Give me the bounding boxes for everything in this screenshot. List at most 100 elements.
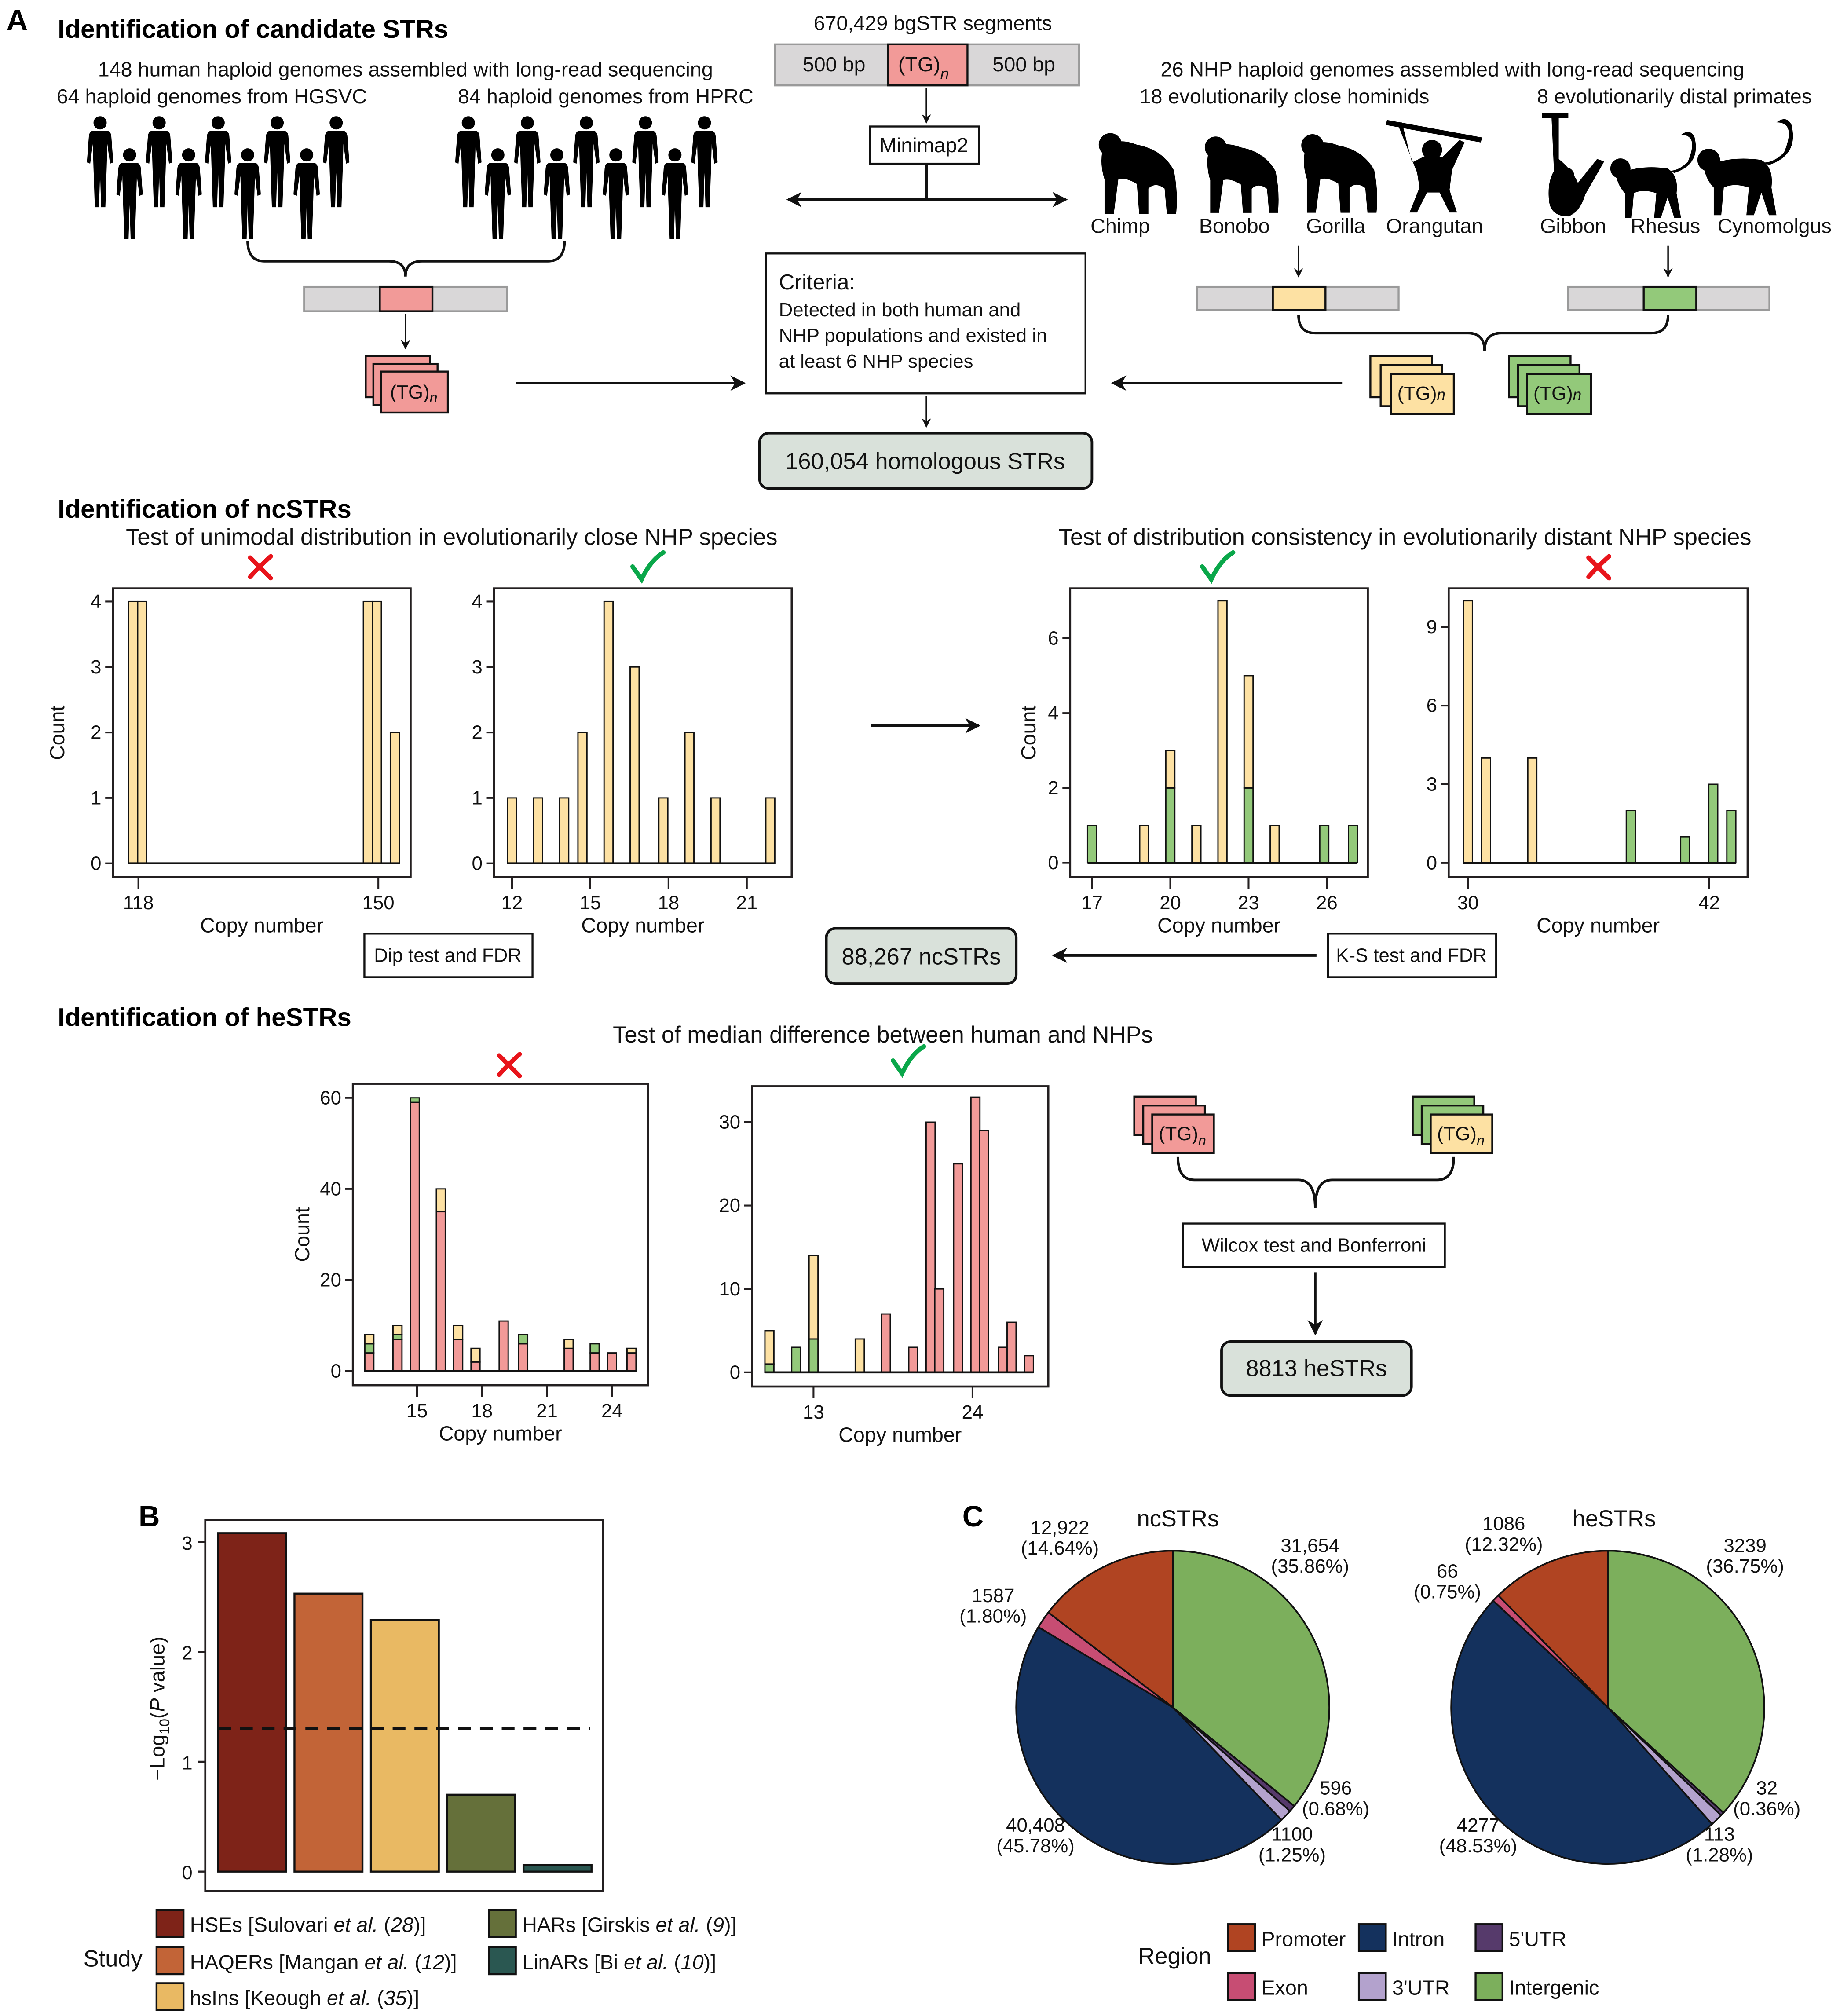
criteria-line: at least 6 NHP species <box>779 351 973 372</box>
legend-label: hsIns [Keough et al. (35)] <box>190 1987 419 2009</box>
distal-str-cards: (TG)n <box>1508 355 1592 415</box>
bar-close <box>470 1347 481 1363</box>
bar-close <box>1463 600 1473 864</box>
check-icon <box>891 1044 926 1078</box>
close-str-box <box>1272 285 1327 311</box>
x-tick-label: 12 <box>501 892 523 914</box>
bar-close <box>765 797 776 864</box>
legend-swatch <box>488 1946 517 1976</box>
human-silhouette-icon <box>87 116 113 208</box>
bar-human <box>998 1346 1008 1373</box>
histogram-h3: 0 2 4 6 17 20 23 26 Copy number Count <box>1017 587 1369 937</box>
flank-left-label: 500 bp <box>803 53 866 76</box>
y-tick-label: 2 <box>91 722 101 743</box>
x-tick-label: 150 <box>362 892 395 914</box>
bar-human <box>908 1346 918 1373</box>
y-tick-label: 0 <box>730 1361 740 1383</box>
slice-percent-label: (0.68%) <box>1302 1798 1369 1819</box>
human-silhouette-icon <box>323 116 350 208</box>
human-str-cards: (TG)n <box>365 355 449 414</box>
slice-percent-label: (48.53%) <box>1439 1835 1518 1857</box>
bar-distal <box>764 1363 775 1373</box>
orangutan-silhouette-icon <box>1386 120 1482 213</box>
human-genomes-header: 148 human haploid genomes assembled with… <box>98 58 713 81</box>
unimodal-test-label: Test of unimodal distribution in evoluti… <box>126 524 777 550</box>
panel-letter-b: B <box>139 1500 160 1533</box>
bar-human <box>470 1361 481 1372</box>
legend-item-hses: HSEs [Sulovari et al. (28)] <box>155 1909 426 1938</box>
pie-title: heSTRs <box>1573 1506 1656 1532</box>
legend-swatch <box>1474 1923 1504 1952</box>
legend-swatch <box>1357 1923 1387 1952</box>
human-silhouette-icon <box>662 148 688 240</box>
cynomolgus-silhouette-icon <box>1697 119 1793 216</box>
y-tick-label: 4 <box>91 591 101 612</box>
human-silhouette-icon <box>293 148 320 240</box>
legend-label: Promoter <box>1261 1928 1346 1950</box>
y-tick-label: 10 <box>719 1278 740 1300</box>
flank-right-label: 500 bp <box>992 53 1055 76</box>
bar-close <box>626 1347 637 1354</box>
pie-slice-promoter <box>1047 1550 1174 1709</box>
histogram-h5: 0 20 40 60 15 18 21 24 Copy number Count <box>291 1083 649 1445</box>
criteria-line: NHP populations and existed in <box>779 325 1047 347</box>
distal-str-box <box>1642 285 1697 311</box>
species-label: Chimp <box>1090 215 1150 238</box>
slice-percent-label: (0.75%) <box>1414 1581 1481 1603</box>
close-str-cards: (TG)n <box>1369 355 1455 415</box>
legend-swatch <box>155 1946 185 1976</box>
bar-close <box>1527 757 1538 864</box>
y-tick-label: 20 <box>719 1195 740 1216</box>
bar-close <box>435 1188 446 1213</box>
y-axis-label: Count <box>1017 706 1040 761</box>
y-tick-label: 3 <box>472 656 482 678</box>
x-tick-label: 18 <box>471 1400 493 1422</box>
y-tick-label: 9 <box>1427 616 1437 638</box>
y-tick-label: 0 <box>1048 852 1058 874</box>
wilcox-test-box <box>1182 1222 1446 1268</box>
bar-distal <box>410 1097 420 1103</box>
cross-icon <box>1586 554 1612 581</box>
human-silhouette-icon <box>175 148 202 240</box>
x-tick-label: 24 <box>962 1401 984 1423</box>
human-str-box <box>379 285 434 312</box>
human-silhouette-icon <box>544 148 570 240</box>
panel-letter-a: A <box>7 4 28 37</box>
bar-close <box>453 1324 464 1340</box>
ncstrs-result <box>825 927 1018 985</box>
bar-close <box>128 600 139 864</box>
human-silhouette-icon <box>514 116 541 208</box>
x-tick-label: 21 <box>536 1400 558 1422</box>
bar-close <box>1269 825 1280 864</box>
slice-percent-label: (14.64%) <box>1021 1537 1099 1559</box>
human-silhouette-icon <box>205 116 231 208</box>
he-brace <box>1176 1156 1455 1208</box>
bar-hsins <box>369 1619 440 1873</box>
bar-close <box>603 600 614 864</box>
y-tick-label: 6 <box>1048 627 1058 649</box>
legend-swatch <box>1227 1972 1256 2001</box>
slice-count-label: 596 <box>1320 1778 1352 1799</box>
legend-label: HARs [Girskis et al. (9)] <box>522 1914 736 1936</box>
species-label: Gorilla <box>1306 215 1365 238</box>
bar-close <box>684 732 695 864</box>
y-tick-label: 1 <box>472 787 482 809</box>
pie-ncstrs: ncSTRs 31,654(35.86%) 596(0.68%) 1100(1.25%… <box>959 1506 1369 1866</box>
legend-item-5utr: 5'UTR <box>1474 1923 1566 1952</box>
bar-close <box>1481 757 1491 864</box>
bar-close <box>1243 675 1254 789</box>
bar-human <box>589 1352 600 1372</box>
bar-distal <box>1708 783 1719 864</box>
hprc-humans <box>455 116 718 240</box>
human-silhouette-icon <box>264 116 291 208</box>
gorilla-silhouette-icon <box>1301 134 1377 213</box>
bar-hses <box>217 1532 287 1873</box>
minimap2-label: Minimap2 <box>879 134 968 157</box>
bar-distal <box>518 1334 529 1345</box>
hgsvc-label: 64 haploid genomes from HGSVC <box>57 85 367 108</box>
bar-close <box>764 1330 775 1365</box>
bar-human <box>1006 1321 1017 1373</box>
motif-label: (TG)n <box>390 381 438 406</box>
dip-test-box <box>363 933 534 978</box>
